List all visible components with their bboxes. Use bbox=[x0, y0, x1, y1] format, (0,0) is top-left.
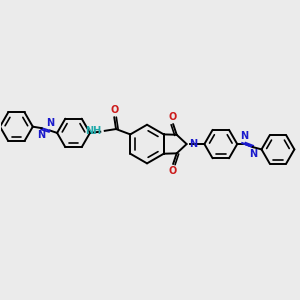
Text: N: N bbox=[241, 131, 249, 141]
Text: NH: NH bbox=[85, 126, 102, 136]
Text: N: N bbox=[189, 139, 197, 149]
Text: O: O bbox=[168, 167, 176, 176]
Text: N: N bbox=[249, 149, 257, 159]
Text: O: O bbox=[168, 112, 176, 122]
Text: N: N bbox=[46, 118, 54, 128]
Text: O: O bbox=[110, 105, 118, 115]
Text: N: N bbox=[37, 130, 45, 140]
